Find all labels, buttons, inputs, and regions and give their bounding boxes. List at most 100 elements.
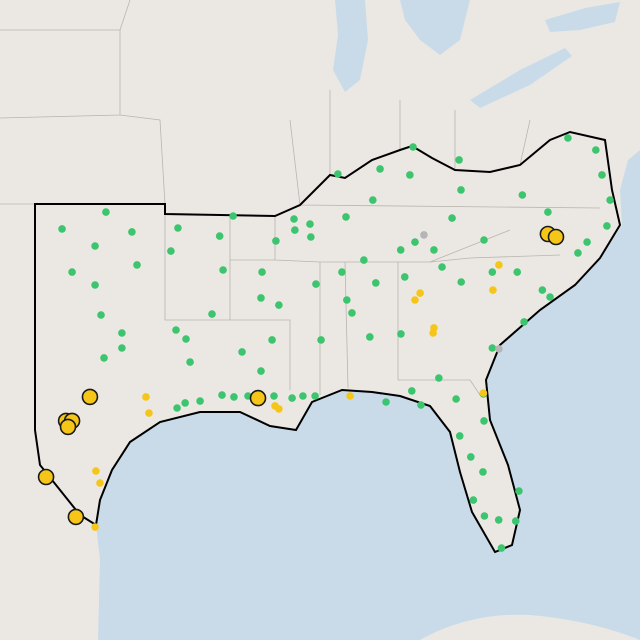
marker[interactable] [417,401,425,409]
marker[interactable] [480,512,489,520]
marker[interactable] [342,213,350,221]
marker[interactable] [215,232,224,240]
marker[interactable] [346,392,354,400]
marker[interactable] [306,220,314,228]
marker[interactable] [489,286,497,294]
marker[interactable] [592,146,600,154]
marker[interactable] [455,432,464,440]
marker[interactable] [495,345,503,353]
marker[interactable] [219,266,227,274]
marker[interactable] [438,263,446,271]
marker[interactable] [118,344,126,352]
marker[interactable] [488,344,497,352]
marker[interactable] [479,468,487,476]
marker[interactable] [230,393,238,401]
marker[interactable] [307,233,315,241]
marker[interactable] [299,392,307,400]
marker[interactable] [406,171,414,179]
marker[interactable] [290,215,298,223]
marker[interactable] [397,330,405,338]
marker[interactable] [452,395,460,403]
marker[interactable] [91,523,99,531]
marker[interactable] [448,214,456,222]
marker[interactable] [174,224,182,232]
marker[interactable] [145,409,153,417]
marker[interactable] [511,517,520,525]
marker[interactable] [288,394,296,402]
marker[interactable] [457,278,466,286]
marker[interactable] [208,310,216,318]
marker[interactable] [598,171,606,179]
marker[interactable] [520,318,528,326]
marker[interactable] [167,247,175,255]
marker[interactable] [372,279,380,287]
marker[interactable] [102,208,110,216]
marker[interactable] [181,399,189,407]
marker[interactable] [68,268,76,276]
marker[interactable] [317,336,325,344]
marker[interactable] [479,389,488,397]
marker[interactable] [97,311,105,319]
marker[interactable] [270,392,278,400]
marker[interactable] [407,387,416,395]
marker[interactable] [603,222,611,230]
marker[interactable] [411,296,419,304]
marker[interactable] [515,487,523,495]
marker[interactable] [118,329,126,337]
large-marker[interactable] [547,228,565,246]
large-marker[interactable] [81,388,99,406]
marker[interactable] [457,186,465,194]
marker[interactable] [96,479,104,487]
large-marker[interactable] [37,468,55,486]
large-marker[interactable] [59,418,77,436]
marker[interactable] [366,333,374,341]
marker[interactable] [495,261,503,269]
marker[interactable] [258,268,266,276]
marker[interactable] [172,326,180,334]
marker[interactable] [360,256,368,264]
marker[interactable] [133,261,141,269]
marker[interactable] [58,225,66,233]
marker[interactable] [186,358,194,366]
marker[interactable] [494,516,503,524]
marker[interactable] [369,196,377,204]
marker[interactable] [606,196,614,204]
marker[interactable] [142,393,150,401]
marker[interactable] [435,374,443,382]
marker[interactable] [411,238,419,246]
marker[interactable] [480,417,488,425]
marker[interactable] [469,496,478,504]
large-marker[interactable] [67,508,85,526]
marker[interactable] [396,246,405,254]
marker[interactable] [343,296,351,304]
marker[interactable] [513,268,522,276]
marker[interactable] [196,397,204,405]
marker[interactable] [466,453,475,461]
marker[interactable] [91,281,99,289]
marker[interactable] [92,467,100,475]
marker[interactable] [518,191,527,199]
marker[interactable] [91,242,99,250]
marker[interactable] [128,228,136,236]
marker[interactable] [338,268,346,276]
marker[interactable] [173,404,181,412]
marker[interactable] [400,273,409,281]
marker[interactable] [268,336,276,344]
marker[interactable] [311,392,319,400]
marker[interactable] [275,405,283,413]
marker[interactable] [348,309,356,317]
marker[interactable] [538,286,547,294]
marker[interactable] [497,544,506,552]
marker[interactable] [583,238,591,246]
marker[interactable] [218,391,226,399]
marker[interactable] [376,165,384,173]
marker[interactable] [574,249,582,257]
marker[interactable] [416,289,424,297]
marker[interactable] [544,208,552,216]
marker[interactable] [312,280,320,288]
marker[interactable] [257,294,265,302]
marker[interactable] [420,231,428,239]
marker[interactable] [272,237,280,245]
marker[interactable] [382,398,390,406]
marker[interactable] [409,143,417,151]
